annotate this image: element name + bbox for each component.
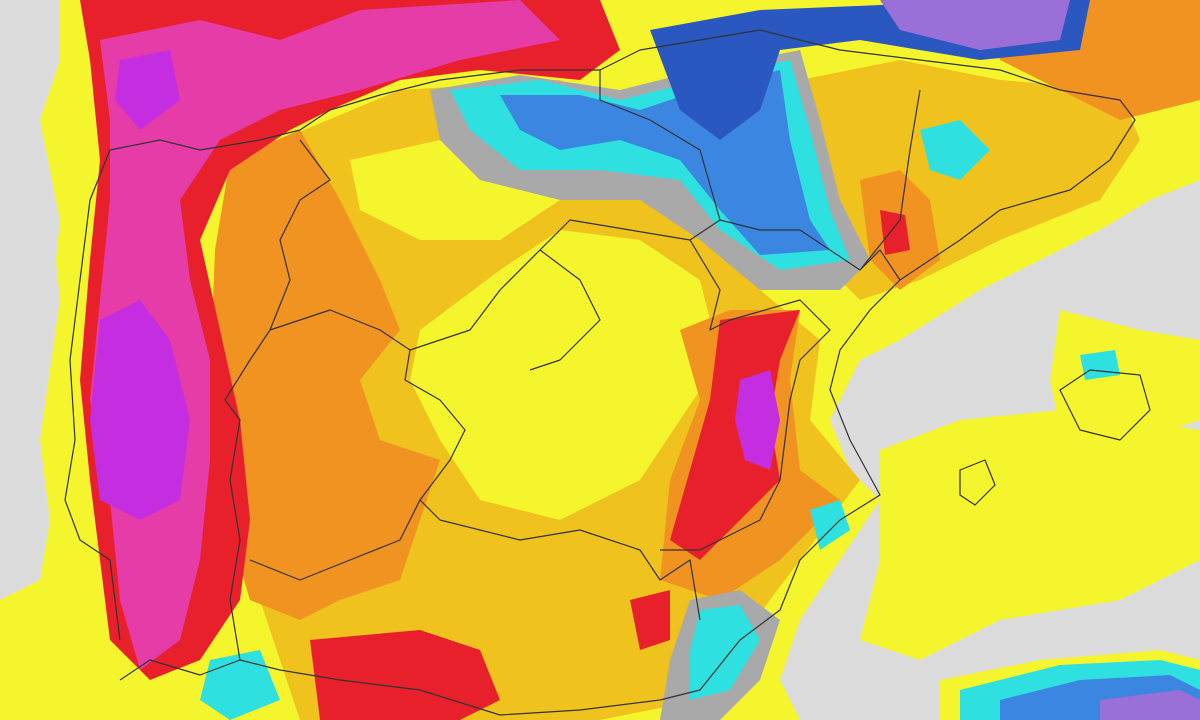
cyan-south [690,605,760,700]
yellow-interior [410,230,720,520]
violet-west [90,300,190,520]
red-spot-south [630,590,670,650]
red-south [310,630,500,720]
red-spot [880,210,910,255]
cyan-balearic [1080,350,1120,380]
cyan-northeast [920,120,990,180]
borders [64,29,1151,716]
violet-east [735,370,780,470]
violet-north [115,50,180,130]
cyan-coast [810,500,850,550]
yellow-balearic [1050,310,1200,440]
purple-north [880,0,1070,50]
yellow-east [860,410,1200,660]
land-orange [210,130,440,620]
purple-sea [1100,690,1200,720]
sea-west [0,0,60,560]
